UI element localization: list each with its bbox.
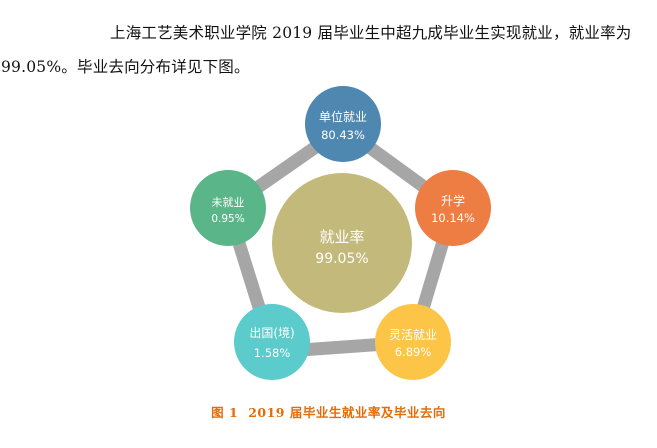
center-value: 99.05% [315, 251, 368, 267]
node-unemployed: 未就业 0.95% [190, 170, 266, 246]
node-flexible-value: 6.89% [395, 345, 432, 359]
center-circle [272, 173, 412, 313]
node-flexible-label: 灵活就业 [389, 328, 437, 342]
node-employed: 单位就业 80.43% [305, 86, 381, 162]
center-label: 就业率 [319, 228, 364, 246]
node-unemployed-label: 未就业 [212, 195, 245, 209]
node-further-study-circle [415, 170, 491, 246]
node-abroad-value: 1.58% [254, 346, 291, 360]
node-unemployed-value: 0.95% [211, 213, 244, 225]
figure-number: 图 1 [211, 405, 239, 420]
paragraph-line-1-text: 上海工艺美术职业学院 2019 届毕业生中超九成毕业生实现就业，就业率为 [110, 24, 632, 42]
node-employed-circle [305, 86, 381, 162]
node-further-study: 升学 10.14% [415, 170, 491, 246]
node-unemployed-circle [190, 170, 266, 246]
paragraph-line-1: 上海工艺美术职业学院 2019 届毕业生中超九成毕业生实现就业，就业率为 [80, 16, 640, 50]
center-node: 就业率 99.05% [272, 173, 412, 313]
node-further-study-label: 升学 [441, 193, 465, 208]
figure-title: 2019 届毕业生就业率及毕业去向 [248, 405, 446, 420]
paragraph-line-2-text: 99.05%。毕业去向分布详见下图。 [1, 58, 250, 76]
figure-caption: 图 1 2019 届毕业生就业率及毕业去向 [0, 402, 657, 421]
node-abroad-label: 出国(境) [249, 325, 294, 340]
node-abroad: 出国(境) 1.58% [234, 304, 310, 380]
node-further-study-value: 10.14% [431, 211, 475, 225]
node-abroad-circle [234, 304, 310, 380]
node-employed-value: 80.43% [321, 128, 365, 142]
intro-paragraph: 上海工艺美术职业学院 2019 届毕业生中超九成毕业生实现就业，就业率为 99.… [1, 16, 640, 84]
node-employed-label: 单位就业 [319, 109, 367, 124]
node-flexible: 灵活就业 6.89% [375, 304, 451, 380]
paragraph-line-2: 99.05%。毕业去向分布详见下图。 [1, 50, 640, 84]
node-flexible-circle [375, 304, 451, 380]
